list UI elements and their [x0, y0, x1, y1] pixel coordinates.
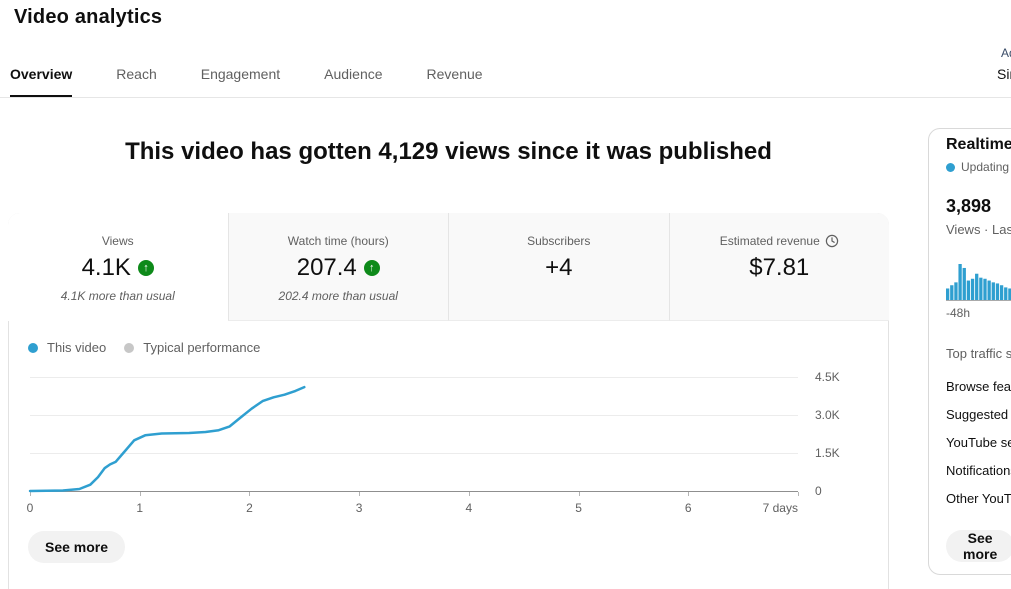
- tab-overview[interactable]: Overview: [10, 66, 73, 98]
- metric-delta: 202.4 more than usual: [278, 289, 398, 303]
- metric-card-subscribers[interactable]: Subscribers +4: [448, 213, 669, 321]
- realtime-bar: [983, 278, 987, 300]
- metric-value: +4: [449, 254, 669, 282]
- traffic-source-browse-features[interactable]: Browse features: [946, 378, 1011, 394]
- traffic-source-other-youtube-features[interactable]: Other YouTube features: [946, 490, 1011, 506]
- chart-legend: This video Typical performance: [28, 340, 260, 355]
- metric-label-text: Views: [101, 234, 134, 248]
- metric-card-watch-time-hours-[interactable]: Watch time (hours) 207.4 ↑ 202.4 more than …: [227, 213, 449, 321]
- metric-strip: Views 4.1K ↑ 4.1K more than usual Watch time…: [8, 213, 889, 321]
- advanced-mode-link[interactable]: Advanced mode: [1001, 46, 1011, 60]
- metric-card-views[interactable]: Views 4.1K ↑ 4.1K more than usual: [8, 213, 228, 321]
- realtime-bar: [958, 264, 962, 300]
- legend-label: Typical performance: [143, 340, 261, 355]
- traffic-source-notifications[interactable]: Notifications: [946, 462, 1011, 478]
- metric-label-text: Estimated revenue: [719, 234, 820, 248]
- realtime-bar: [1008, 288, 1011, 300]
- traffic-source-suggested-videos[interactable]: Suggested videos: [946, 406, 1011, 422]
- legend-item-typical: Typical performance: [124, 340, 260, 355]
- trend-up-icon: ↑: [137, 260, 154, 276]
- legend-dot-icon: [124, 342, 135, 353]
- legend-item-this-video: This video: [28, 340, 106, 355]
- tab-audience[interactable]: Audience: [324, 66, 383, 82]
- metric-label-text: Watch time (hours): [287, 234, 389, 248]
- realtime-bars: [946, 264, 1011, 301]
- metric-value-text: +4: [545, 254, 573, 281]
- metric-value-text: $7.81: [749, 254, 810, 281]
- realtime-bar: [950, 285, 954, 300]
- trend-up-icon: ↑: [363, 260, 380, 276]
- legend-label: This video: [47, 340, 107, 355]
- realtime-bar: [979, 277, 983, 300]
- traffic-sources-list: Browse features Suggested videos YouTube s…: [946, 372, 1011, 512]
- metric-label-text: Subscribers: [527, 234, 591, 248]
- realtime-bar: [975, 273, 979, 300]
- metric-label: Watch time (hours): [288, 234, 389, 248]
- live-dot-icon: [946, 162, 955, 172]
- realtime-title: Realtime: [946, 136, 1011, 153]
- metric-card-estimated-revenue[interactable]: Estimated revenue $7.81: [668, 213, 890, 321]
- metric-value-text: 207.4: [296, 254, 357, 281]
- realtime-bar: [995, 283, 1000, 300]
- metric-delta: 4.1K more than usual: [60, 289, 175, 303]
- metric-label: Views: [102, 234, 134, 248]
- metric-label: Subscribers: [527, 234, 590, 248]
- tab-engagement[interactable]: Engagement: [200, 66, 281, 82]
- realtime-bar: [962, 267, 966, 300]
- realtime-bar: [987, 280, 991, 300]
- realtime-bar: [991, 282, 995, 300]
- realtime-bar: [966, 280, 971, 300]
- traffic-source-youtube-search[interactable]: YouTube search: [946, 434, 1011, 450]
- realtime-card: [928, 128, 1011, 575]
- realtime-view-count: 3,898: [946, 196, 992, 216]
- realtime-bar: [999, 285, 1004, 300]
- metric-label: Estimated revenue: [720, 234, 839, 248]
- metric-value: 207.4 ↑: [229, 254, 449, 282]
- metric-value: $7.81: [670, 254, 890, 282]
- realtime-status: Updating live: [946, 160, 1011, 174]
- realtime-window-label: -48h: [946, 306, 971, 320]
- metric-value-text: 4.1K: [81, 254, 131, 281]
- analytics-tabs: Overview Reach Engagement Audience Revenue: [10, 66, 483, 98]
- see-more-button[interactable]: See more: [28, 531, 126, 563]
- summary-headline: This video has gotten 4,129 views since …: [125, 138, 772, 165]
- realtime-see-more-button[interactable]: See more: [946, 530, 1011, 562]
- realtime-bar: [1004, 287, 1008, 300]
- realtime-bar: [970, 278, 975, 300]
- tab-reach[interactable]: Reach: [116, 66, 157, 82]
- metric-value: 4.1K ↑: [8, 254, 228, 282]
- realtime-status-label: Updating live: [961, 160, 1011, 174]
- tab-revenue[interactable]: Revenue: [426, 66, 483, 82]
- clock-icon: [825, 234, 839, 248]
- realtime-bar-chart: [946, 262, 1011, 304]
- date-range-selector[interactable]: Since published: [997, 66, 1011, 82]
- realtime-bar: [954, 282, 958, 300]
- realtime-bar: [946, 288, 950, 300]
- legend-dot-icon: [28, 342, 38, 353]
- traffic-sources-header: Top traffic sources: [946, 346, 1011, 361]
- page-title: Video analytics: [14, 6, 163, 28]
- header-divider: [0, 97, 1011, 98]
- realtime-subtitle: Views · Last 48 hours: [946, 222, 1011, 237]
